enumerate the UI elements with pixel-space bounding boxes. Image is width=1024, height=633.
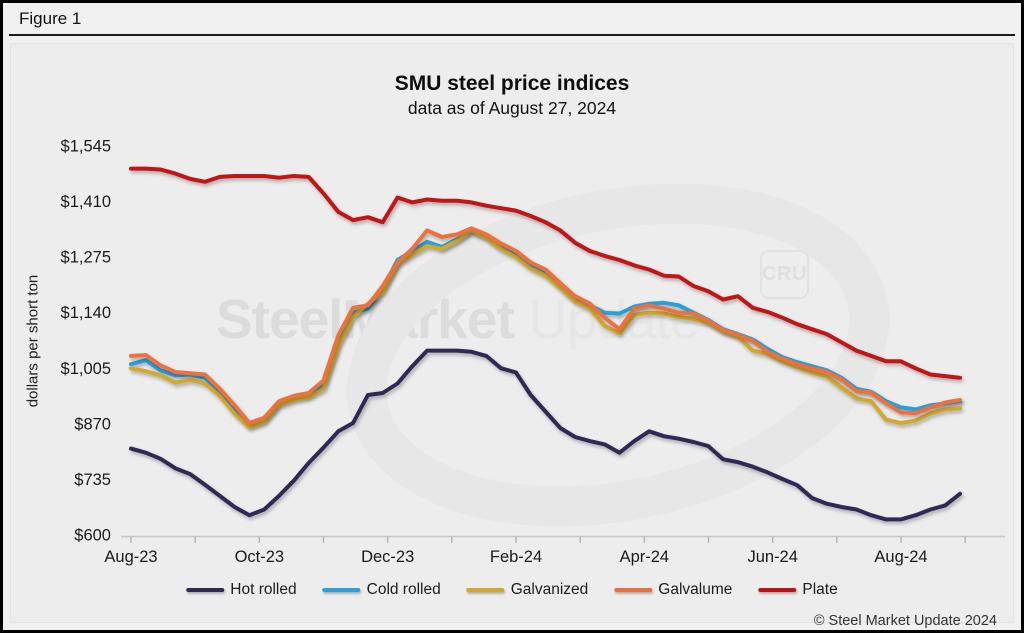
series-line-hot-rolled — [129, 348, 962, 522]
legend-swatch-galvanized — [466, 587, 505, 593]
y-tick-label: $870 — [74, 415, 111, 433]
x-tick-label: Jun-24 — [747, 548, 797, 566]
legend-label: Cold rolled — [366, 581, 441, 598]
y-tick-label: $1,545 — [61, 138, 111, 156]
y-axis-title: dollars per short ton — [24, 274, 42, 408]
watermark: SteelMarket Update — [216, 287, 700, 351]
watermark-suffix: Update — [528, 288, 700, 350]
legend-label: Galvanized — [510, 581, 589, 598]
copyright: © Steel Market Update 2024 — [813, 613, 997, 629]
x-tick-label: Aug-24 — [874, 548, 927, 566]
y-tick-label: $1,140 — [61, 304, 111, 322]
y-tick-label: $1,005 — [61, 360, 111, 378]
legend-swatch-galvalume — [614, 587, 653, 593]
figure-rule — [9, 34, 1015, 36]
legend-item-galvalume: Galvalume — [614, 581, 732, 599]
chart-panel — [10, 43, 1014, 623]
x-tick-label: Dec-23 — [361, 548, 414, 566]
price-chart: $600 $735 $870 $1,005 $1,140 $1,275 $1,410 $1,5… — [61, 138, 1005, 566]
figure-label: Figure 1 — [19, 9, 82, 28]
legend-swatch-hot-rolled — [186, 587, 225, 593]
legend-item-cold-rolled: Cold rolled — [322, 581, 441, 599]
x-tick-label: Oct-23 — [235, 548, 285, 566]
chart-title: SMU steel price indices — [394, 72, 630, 95]
legend-item-hot-rolled: Hot rolled — [186, 581, 297, 599]
series-line-plate — [129, 166, 962, 380]
legend-item-galvanized: Galvanized — [466, 581, 589, 599]
cru-watermark-badge: CRU — [760, 250, 809, 299]
y-tick-label: $1,275 — [61, 249, 111, 267]
legend-label: Plate — [802, 581, 838, 598]
x-tick-label: Feb-24 — [490, 548, 542, 566]
watermark-swoosh — [346, 183, 890, 527]
x-tick-label: Aug-23 — [104, 548, 157, 566]
series-line-galvanized — [129, 228, 962, 430]
legend-label: Galvalume — [658, 581, 733, 598]
series-line-galvalume — [129, 226, 962, 425]
y-tick-label: $600 — [74, 527, 111, 545]
x-tick-label: Apr-24 — [620, 548, 670, 566]
y-tick-label: $735 — [74, 471, 111, 489]
legend-swatch-plate — [758, 587, 797, 593]
legend: Hot rolled Cold rolled Galvanized Galval… — [186, 581, 838, 599]
legend-label: Hot rolled — [230, 581, 297, 598]
legend-item-plate: Plate — [758, 581, 838, 599]
chart-subtitle: data as of August 27, 2024 — [407, 98, 617, 118]
legend-swatch-cold-rolled — [322, 587, 361, 593]
y-tick-label: $1,410 — [61, 193, 111, 211]
